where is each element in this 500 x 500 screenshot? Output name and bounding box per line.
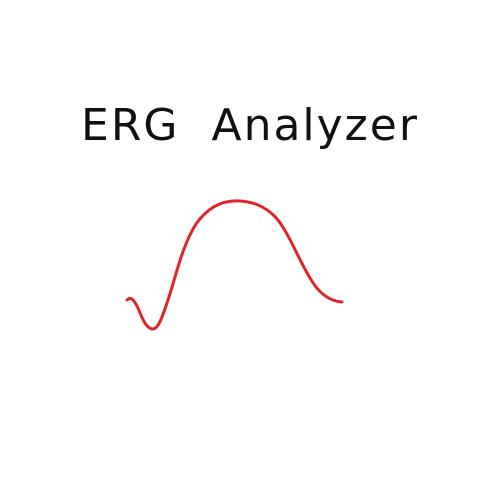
app-title: ERG Analyzer — [81, 100, 419, 151]
erg-waveform-stroke — [125, 199, 344, 331]
